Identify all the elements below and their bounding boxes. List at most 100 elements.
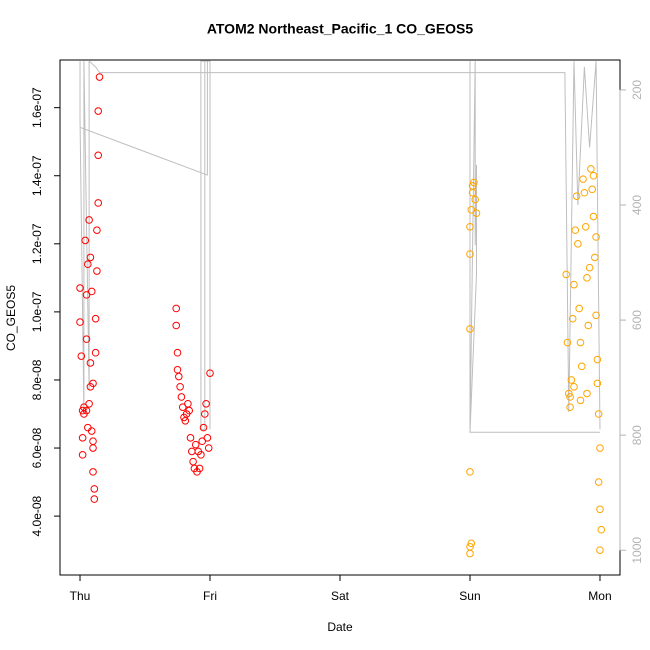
data-point (593, 355, 602, 364)
data-point (574, 240, 582, 248)
data-point (466, 250, 474, 258)
data-point (82, 406, 91, 415)
data-point (85, 399, 93, 408)
data-point (597, 525, 606, 534)
data-point (178, 403, 187, 411)
data-point (592, 233, 600, 241)
data-point (466, 468, 474, 476)
data-point (567, 376, 576, 384)
x-tick-label: Sun (459, 589, 480, 603)
data-point (94, 151, 103, 160)
data-point (471, 195, 479, 204)
y-tick-label: 1.4e-07 (30, 155, 44, 196)
data-point (579, 175, 587, 183)
data-point (564, 389, 573, 398)
data-point (587, 165, 595, 173)
data-point (78, 434, 87, 442)
data-point (570, 280, 578, 289)
data-point (575, 304, 583, 313)
data-point (596, 505, 604, 514)
data-point (563, 338, 572, 347)
data-point (467, 539, 476, 548)
y2-tick-label: 400 (630, 195, 644, 215)
data-point (203, 434, 212, 442)
y2-tick-label: 600 (630, 310, 644, 330)
data-point (466, 542, 474, 551)
y-tick-label: 4.0e-08 (30, 495, 44, 536)
data-point (89, 437, 97, 446)
data-point (593, 379, 602, 388)
data-point (87, 427, 96, 435)
chart-title: ATOM2 Northeast_Pacific_1 CO_GEOS5 (207, 21, 474, 37)
data-point (581, 222, 590, 231)
data-point (78, 451, 87, 459)
data-point (86, 359, 95, 367)
data-point (86, 253, 95, 262)
data-point (585, 263, 594, 272)
data-point (173, 348, 182, 357)
data-point (82, 291, 91, 299)
data-point (93, 226, 101, 234)
data-point (93, 267, 101, 275)
data-point (81, 236, 90, 245)
data-point (176, 382, 184, 391)
data-point (562, 270, 570, 279)
data-point (94, 199, 103, 207)
data-point (85, 216, 93, 224)
data-point (566, 403, 574, 411)
data-point (84, 260, 92, 269)
data-point (89, 379, 97, 388)
data-point (87, 287, 96, 296)
data-point (571, 226, 580, 234)
data-point (95, 73, 104, 81)
data-point (590, 253, 599, 262)
data-point (594, 410, 603, 418)
y-axis-label: CO_GEOS5 (4, 285, 18, 351)
data-point (470, 178, 478, 187)
data-point (466, 325, 474, 333)
data-point (588, 185, 596, 194)
y-tick-label: 8.0e-08 (30, 359, 44, 400)
data-point (206, 369, 214, 377)
data-point (172, 304, 181, 313)
data-point (82, 335, 91, 343)
data-point (191, 440, 200, 449)
x-tick-label: Thu (70, 589, 91, 603)
x-axis-label: Date (327, 620, 353, 634)
data-point (596, 444, 604, 452)
data-point (466, 222, 474, 231)
data-point (592, 311, 600, 320)
data-point (467, 205, 476, 214)
y2-tick-label: 800 (630, 425, 644, 445)
data-point (468, 182, 477, 190)
data-point (198, 437, 207, 446)
data-point (177, 393, 186, 401)
data-point (94, 107, 103, 115)
data-point (577, 362, 586, 371)
y-tick-label: 1.2e-07 (30, 223, 44, 264)
data-point (596, 546, 604, 554)
x-tick-label: Mon (588, 589, 611, 603)
data-point (91, 348, 100, 357)
data-point (472, 209, 481, 217)
data-point (576, 338, 585, 347)
data-point (185, 406, 194, 415)
data-point (78, 406, 87, 415)
data-point (76, 318, 84, 326)
data-point (194, 447, 203, 456)
data-point (570, 382, 578, 391)
data-point (89, 468, 97, 476)
data-point (572, 192, 581, 200)
data-point (195, 464, 204, 473)
data-point (77, 352, 86, 360)
y-tick-label: 6.0e-08 (30, 427, 44, 468)
data-point (91, 314, 100, 323)
data-point (76, 284, 84, 292)
x-tick-label: Sat (331, 589, 350, 603)
x-tick-label: Fri (203, 589, 217, 603)
data-point (589, 212, 598, 221)
data-point (583, 274, 591, 282)
y2-tick-label: 1000 (630, 537, 644, 564)
